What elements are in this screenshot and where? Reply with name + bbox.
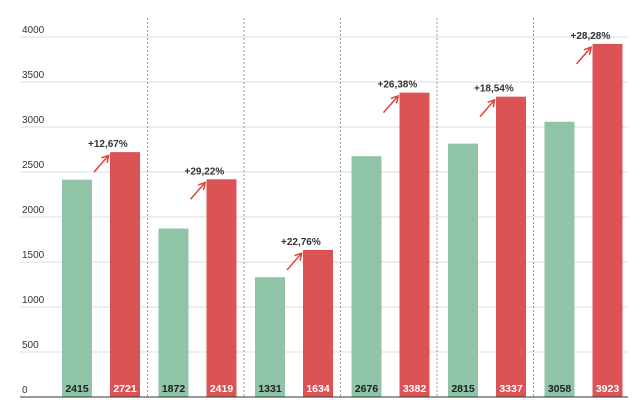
y-tick-label: 3500 xyxy=(22,70,45,81)
change-percent-label: +18,54% xyxy=(474,84,514,95)
value-label-b: 3923 xyxy=(596,383,620,395)
y-tick-label: 1000 xyxy=(22,295,45,306)
bar-series-b xyxy=(496,96,526,398)
value-label-a: 2676 xyxy=(355,383,379,395)
y-tick-label: 3000 xyxy=(22,115,45,126)
value-label-b: 3382 xyxy=(403,383,427,395)
bar-series-b xyxy=(303,249,333,397)
change-percent-label: +26,38% xyxy=(378,80,418,91)
bar-series-a xyxy=(448,143,478,397)
group-separators xyxy=(147,18,534,397)
change-percent-label: +12,67% xyxy=(88,139,128,150)
y-tick-label: 500 xyxy=(22,340,39,351)
y-axis-tick-labels: 0 500 1000 1500 2000 2500 3000 3500 4000 xyxy=(22,25,45,396)
bars xyxy=(62,43,623,398)
value-label-b: 3337 xyxy=(499,383,523,395)
value-label-a: 2815 xyxy=(451,383,475,395)
change-percent-label: +28,28% xyxy=(571,31,611,42)
value-label-a: 1872 xyxy=(162,383,186,395)
trend-arrow-icon xyxy=(575,48,591,65)
trend-arrow-icon xyxy=(479,101,494,118)
value-label-a: 3058 xyxy=(548,383,572,395)
value-label-a: 1331 xyxy=(258,383,282,395)
bar-series-b xyxy=(399,92,430,398)
trend-arrow-icon xyxy=(189,183,205,200)
change-percent-label: +29,22% xyxy=(185,166,225,177)
y-tick-label: 4000 xyxy=(22,25,45,36)
trend-arrow-icon xyxy=(93,156,108,173)
bar-series-a xyxy=(544,121,575,397)
value-label-b: 2721 xyxy=(113,383,137,395)
change-arrows xyxy=(93,48,591,271)
value-label-b: 2419 xyxy=(210,383,234,395)
bar-series-a xyxy=(255,277,285,397)
bar-series-a xyxy=(158,228,189,397)
bar-series-b xyxy=(110,152,140,397)
bar-series-a xyxy=(351,156,382,397)
value-label-a: 2415 xyxy=(65,383,89,395)
y-tick-label: 2000 xyxy=(22,205,45,216)
trend-arrow-icon xyxy=(286,254,301,271)
bar-series-a xyxy=(62,179,92,397)
data-labels: 2415 2721 +12,67% 1872 2419 +29,22% 1331 1634 +2… xyxy=(65,31,619,395)
trend-arrow-icon xyxy=(382,97,398,114)
y-tick-label: 0 xyxy=(22,385,28,396)
change-percent-label: +22,76% xyxy=(281,237,321,248)
value-label-b: 1634 xyxy=(306,383,330,395)
bar-series-b xyxy=(206,179,237,397)
y-tick-label: 1500 xyxy=(22,250,45,261)
y-tick-label: 2500 xyxy=(22,160,45,171)
bar-series-b xyxy=(592,43,623,398)
